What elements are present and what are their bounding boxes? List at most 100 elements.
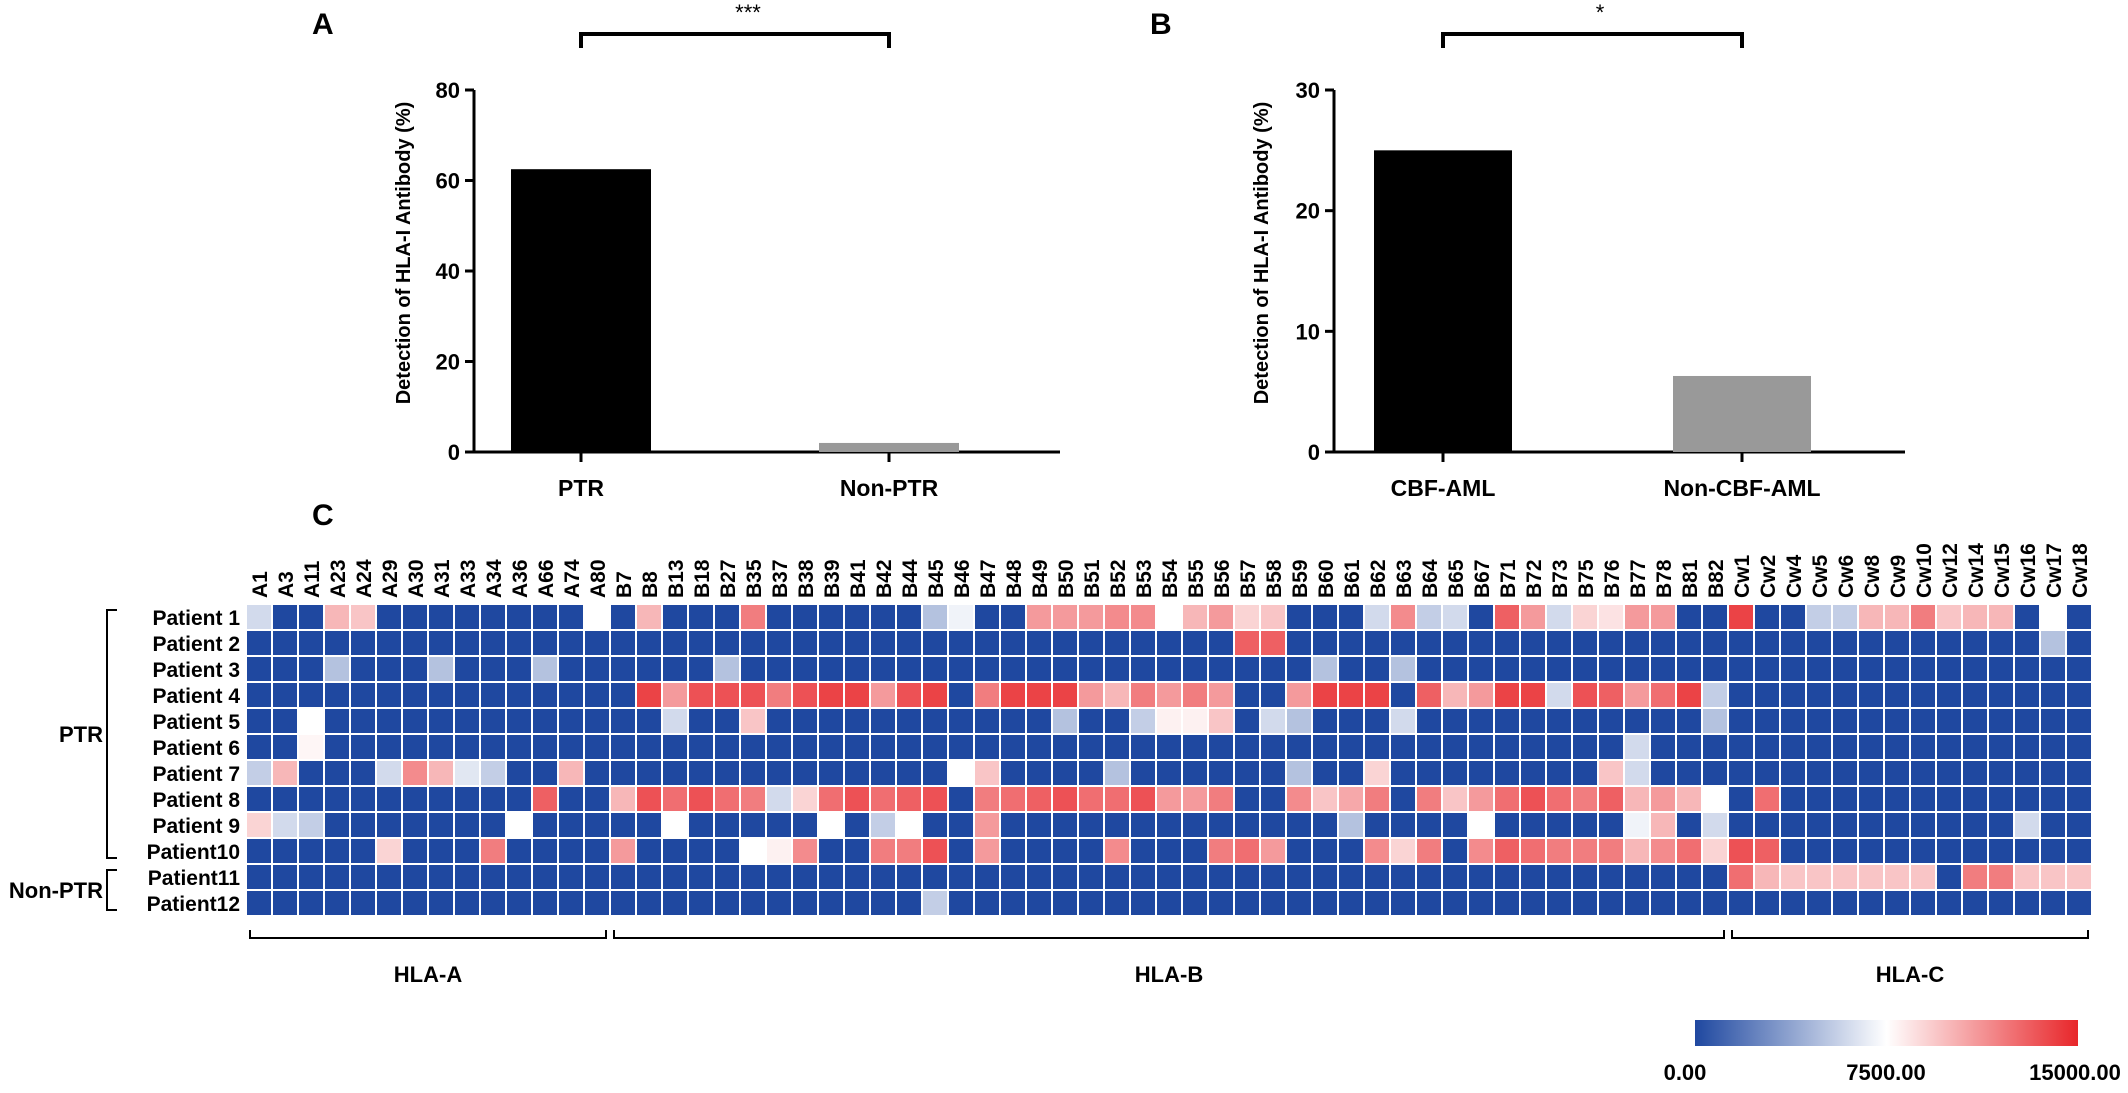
heatmap-cell — [687, 759, 715, 787]
heatmap-cell — [479, 707, 507, 735]
heatmap-cell — [1337, 811, 1365, 839]
heatmap-cell — [453, 681, 481, 709]
heatmap-cell — [427, 655, 455, 683]
heatmap-cell — [1441, 889, 1469, 917]
heatmap-cell — [1181, 603, 1209, 631]
heatmap-cell — [1181, 811, 1209, 839]
heatmap-cell — [1597, 837, 1625, 865]
heatmap-cell — [817, 733, 845, 761]
column-group-label: HLA-A — [394, 962, 463, 987]
heatmap-cell — [1571, 629, 1599, 657]
heatmap-cell — [1909, 707, 1937, 735]
heatmap-cell — [973, 785, 1001, 813]
column-group-bracket — [1731, 930, 2089, 939]
heatmap-cell — [427, 889, 455, 917]
heatmap-cell — [505, 811, 533, 839]
heatmap-cell — [817, 629, 845, 657]
significance-bracket — [1441, 32, 1744, 48]
heatmap-cell — [1207, 629, 1235, 657]
row-group-bracket — [106, 869, 117, 911]
heatmap-cell — [1779, 889, 1807, 917]
heatmap-cell — [1415, 759, 1443, 787]
heatmap-cell — [505, 629, 533, 657]
heatmap-cell — [1051, 733, 1079, 761]
heatmap-cell — [1935, 707, 1963, 735]
heatmap-cell — [1441, 681, 1469, 709]
heatmap-column-label: B46 — [951, 559, 974, 598]
heatmap-cell — [1857, 759, 1885, 787]
heatmap-cell — [895, 655, 923, 683]
heatmap-cell — [1103, 863, 1131, 891]
heatmap-cell — [1233, 811, 1261, 839]
heatmap-cell — [1727, 707, 1755, 735]
heatmap-cell — [1571, 837, 1599, 865]
heatmap-cell — [2013, 603, 2041, 631]
heatmap-column-label: B47 — [977, 559, 1000, 598]
heatmap-cell — [1857, 707, 1885, 735]
heatmap-cell — [1987, 889, 2015, 917]
heatmap-cell — [1831, 603, 1859, 631]
heatmap-cell — [1519, 681, 1547, 709]
heatmap-cell — [427, 863, 455, 891]
heatmap-cell — [1961, 759, 1989, 787]
heatmap-cell — [1207, 837, 1235, 865]
heatmap-cell — [557, 707, 585, 735]
heatmap-cell — [1649, 681, 1677, 709]
heatmap-cell — [2065, 837, 2093, 865]
heatmap-cell — [687, 863, 715, 891]
heatmap-cell — [1311, 655, 1339, 683]
heatmap-cell — [973, 863, 1001, 891]
heatmap-cell — [1987, 655, 2015, 683]
heatmap-cell — [1623, 733, 1651, 761]
heatmap-cell — [1857, 811, 1885, 839]
heatmap-cell — [1415, 889, 1443, 917]
heatmap-cell — [1467, 811, 1495, 839]
heatmap-cell — [1571, 785, 1599, 813]
heatmap-cell — [1285, 603, 1313, 631]
heatmap-cell — [791, 889, 819, 917]
color-scale-mid-label: 7500.00 — [1846, 1060, 1926, 1085]
heatmap-cell — [1129, 889, 1157, 917]
heatmap-column-label: A24 — [353, 559, 376, 598]
heatmap-cell — [921, 837, 949, 865]
heatmap-cell — [1155, 759, 1183, 787]
heatmap-cell — [1233, 655, 1261, 683]
heatmap-cell — [479, 681, 507, 709]
heatmap-cell — [1779, 707, 1807, 735]
heatmap-cell — [1025, 785, 1053, 813]
row-group-bracket — [106, 609, 117, 859]
heatmap-cell — [583, 603, 611, 631]
heatmap-cell — [557, 629, 585, 657]
heatmap-cell — [505, 863, 533, 891]
heatmap-cell — [1935, 889, 1963, 917]
heatmap-column-label: Cw9 — [1887, 555, 1910, 598]
heatmap-cell — [1753, 863, 1781, 891]
heatmap-cell — [1493, 681, 1521, 709]
heatmap-cell — [2065, 889, 2093, 917]
heatmap-cell — [1129, 629, 1157, 657]
heatmap-cell — [1363, 863, 1391, 891]
heatmap-cell — [1831, 863, 1859, 891]
heatmap-cell — [375, 811, 403, 839]
heatmap-cell — [2039, 681, 2067, 709]
heatmap-column-label: Cw2 — [1757, 555, 1780, 598]
heatmap-cell — [661, 863, 689, 891]
heatmap-cell — [1285, 629, 1313, 657]
heatmap-cell — [1779, 785, 1807, 813]
heatmap-cell — [583, 629, 611, 657]
heatmap-cell — [661, 629, 689, 657]
heatmap-cell — [1233, 603, 1261, 631]
heatmap-cell — [1961, 629, 1989, 657]
heatmap-cell — [1155, 889, 1183, 917]
heatmap-cell — [1077, 759, 1105, 787]
heatmap-cell — [1883, 811, 1911, 839]
heatmap-cell — [1857, 863, 1885, 891]
heatmap-cell — [1935, 837, 1963, 865]
heatmap-cell — [427, 785, 455, 813]
heatmap-cell — [1259, 811, 1287, 839]
heatmap-cell — [713, 811, 741, 839]
heatmap-cell — [427, 837, 455, 865]
heatmap-cell — [1025, 759, 1053, 787]
heatmap-cell — [271, 629, 299, 657]
heatmap-cell — [1987, 837, 2015, 865]
